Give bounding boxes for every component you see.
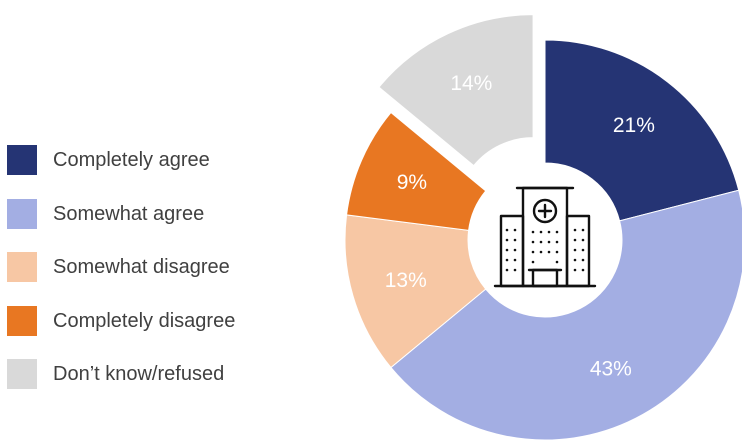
legend-item-somewhat-disagree: Somewhat disagree — [7, 252, 307, 306]
legend-label-somewhat-disagree: Somewhat disagree — [53, 256, 230, 278]
legend-swatch-completely-agree — [7, 145, 37, 175]
legend: Completely agree Somewhat agree Somewhat… — [7, 145, 307, 413]
legend-item-dont-know-refused: Don’t know/refused — [7, 359, 307, 413]
legend-item-somewhat-agree: Somewhat agree — [7, 198, 307, 253]
slice-label-completely-agree: 21% — [613, 114, 655, 137]
legend-swatch-completely-disagree — [7, 305, 37, 336]
slice-label-somewhat-agree: 43% — [590, 358, 632, 381]
slice-don-t-know-refused — [378, 14, 534, 167]
donut-slices — [344, 14, 742, 441]
legend-swatch-somewhat-agree — [7, 198, 37, 229]
slice-label-somewhat-disagree: 13% — [385, 269, 427, 292]
donut-hole — [468, 163, 622, 317]
slice-label-don-t-know-refused: 14% — [450, 72, 492, 95]
donut-slice-labels: 21% 43% 13% 9% 14% — [385, 72, 655, 381]
legend-item-completely-agree: Completely agree — [7, 145, 307, 199]
legend-swatch-somewhat-disagree — [7, 252, 37, 282]
legend-label-completely-disagree: Completely disagree — [53, 309, 236, 332]
hospital-icon — [493, 186, 597, 288]
legend-swatch-dont-know-refused — [7, 359, 37, 389]
legend-label-dont-know-refused: Don’t know/refused — [53, 363, 225, 385]
legend-item-completely-disagree: Completely disagree — [7, 305, 307, 360]
legend-label-somewhat-agree: Somewhat agree — [53, 202, 205, 225]
legend-label-completely-agree: Completely agree — [53, 149, 210, 171]
slice-label-completely-disagree: 9% — [397, 171, 427, 194]
